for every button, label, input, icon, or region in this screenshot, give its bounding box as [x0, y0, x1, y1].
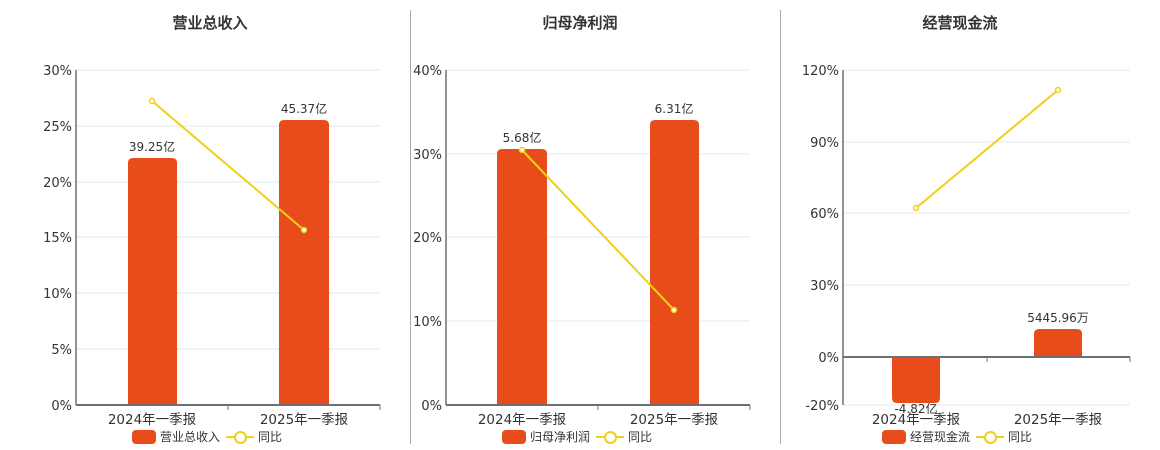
bar	[892, 357, 940, 403]
panel-separator	[780, 10, 781, 444]
y-tick: 20%	[413, 231, 442, 246]
legend-item-bar[interactable]: 归母净利润	[502, 428, 590, 445]
bar	[128, 158, 177, 405]
legend-item-line[interactable]: 同比	[226, 428, 282, 445]
bar-value-label: 5445.96万	[1027, 311, 1089, 325]
line-point	[518, 146, 526, 154]
bar	[650, 120, 699, 405]
bar-value-label: 6.31亿	[655, 101, 694, 116]
legend-cash-flow: 经营现金流 同比	[882, 428, 1032, 445]
chart-title-revenue: 营业总收入	[172, 14, 248, 32]
y-tick: 40%	[413, 64, 442, 79]
y-tick: 30%	[43, 64, 72, 79]
line-point	[1054, 86, 1062, 94]
legend-revenue: 营业总收入 同比	[132, 428, 282, 445]
x-tick: 2025年一季报	[260, 412, 348, 428]
line-point	[912, 204, 920, 212]
legend-net-profit: 归母净利润 同比	[502, 428, 652, 445]
y-axis-labels: 120% 90% 60% 30% 0% -20%	[802, 64, 839, 414]
y-tick: 0%	[421, 399, 442, 414]
y-tick: 10%	[43, 287, 72, 302]
y-axis-labels: 40% 30% 20% 10% 0%	[413, 64, 442, 414]
x-tick: 2024年一季报	[872, 412, 960, 428]
x-tick: 2025年一季报	[630, 412, 718, 428]
line-marker-icon	[226, 430, 255, 444]
line-marker-icon	[596, 430, 625, 444]
y-tick: 20%	[43, 176, 72, 191]
y-tick: 60%	[810, 207, 839, 222]
x-tick: 2024年一季报	[108, 412, 196, 428]
y-tick: 5%	[51, 343, 72, 358]
legend-item-bar[interactable]: 经营现金流	[882, 428, 970, 445]
bar-swatch-icon	[502, 429, 526, 444]
chart-title-cash-flow: 经营现金流	[922, 14, 998, 32]
bar-swatch-icon	[132, 429, 156, 444]
line-point	[148, 97, 156, 105]
y-axis-labels: 30% 25% 20% 15% 10% 5% 0%	[43, 64, 72, 414]
y-tick: 120%	[802, 64, 839, 79]
chart-cash-flow: 120% 90% 60% 30% 0% -20% -4.82亿 5445.96万…	[802, 64, 1131, 428]
panel-separator	[410, 10, 411, 444]
chart-net-profit: 40% 30% 20% 10% 0% 5.68亿 6.31亿 2024年一季报 …	[413, 64, 751, 428]
x-tick: 2025年一季报	[1014, 412, 1102, 428]
gridlines	[446, 69, 750, 322]
y-tick: -20%	[805, 399, 839, 414]
y-tick: 15%	[43, 231, 72, 246]
line-marker-icon	[976, 430, 1005, 444]
bar-value-label: -4.82亿	[894, 401, 937, 416]
legend-item-bar[interactable]: 营业总收入	[132, 428, 220, 445]
x-tick: 2024年一季报	[478, 412, 566, 428]
bar	[279, 120, 329, 405]
gridlines	[843, 69, 1130, 406]
y-tick: 25%	[43, 120, 72, 135]
y-tick: 0%	[51, 399, 72, 414]
y-tick: 0%	[818, 351, 839, 366]
legend-item-line[interactable]: 同比	[976, 428, 1032, 445]
y-tick: 10%	[413, 315, 442, 330]
y-tick: 90%	[810, 136, 839, 151]
yoy-line	[151, 100, 305, 231]
gridlines	[76, 69, 380, 350]
yoy-line	[915, 89, 1059, 209]
bar-value-label: 39.25亿	[129, 139, 175, 154]
chart-title-net-profit: 归母净利润	[542, 14, 618, 32]
bar	[497, 149, 547, 405]
bar-swatch-icon	[882, 429, 906, 444]
line-point	[300, 226, 308, 234]
bar	[1034, 329, 1082, 357]
y-tick: 30%	[810, 279, 839, 294]
legend-item-line[interactable]: 同比	[596, 428, 652, 445]
bar-value-label: 5.68亿	[503, 130, 542, 145]
chart-revenue: 30% 25% 20% 15% 10% 5% 0% 39.25亿 45.37亿 …	[43, 64, 381, 428]
yoy-line	[521, 149, 675, 311]
bar-value-label: 45.37亿	[281, 101, 327, 116]
y-tick: 30%	[413, 148, 442, 163]
line-point	[670, 306, 678, 314]
